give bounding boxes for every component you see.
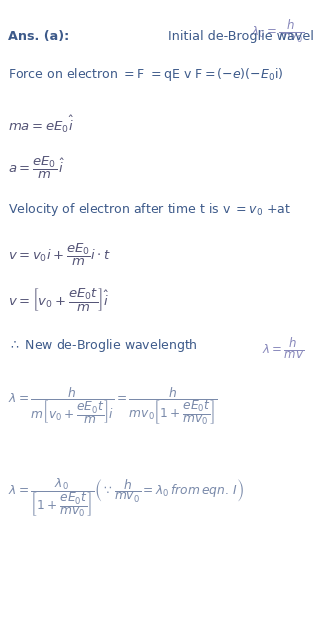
Text: $a = \dfrac{eE_0}{m}\,\hat{i}$: $a = \dfrac{eE_0}{m}\,\hat{i}$	[8, 155, 65, 181]
Text: $v = \left[v_0 + \dfrac{eE_0 t}{m}\right]\hat{i}$: $v = \left[v_0 + \dfrac{eE_0 t}{m}\right…	[8, 286, 109, 313]
Text: Velocity of electron after time t is v $= v_0$ +at: Velocity of electron after time t is v $…	[8, 201, 291, 218]
Text: Ans. (a):: Ans. (a):	[0, 632, 1, 633]
Text: $\lambda_0 = \dfrac{h}{mv_0}$: $\lambda_0 = \dfrac{h}{mv_0}$	[251, 18, 305, 44]
Text: Force on electron $=$F $=$qE v F$=(-e)(-E_0$i): Force on electron $=$F $=$qE v F$=(-e)(-…	[8, 66, 283, 84]
Text: $v = v_0 i + \dfrac{eE_0}{m}i\cdot t$: $v = v_0 i + \dfrac{eE_0}{m}i\cdot t$	[8, 242, 111, 268]
Text: Ans. (a):: Ans. (a):	[8, 30, 69, 44]
Text: $\lambda = \dfrac{\lambda_0}{\left[1 + \dfrac{eE_0 t}{mv_0}\right]}\left(\becaus: $\lambda = \dfrac{\lambda_0}{\left[1 + \…	[8, 476, 244, 519]
Text: Initial de-Broglie wavelength: Initial de-Broglie wavelength	[164, 30, 314, 44]
Text: $\lambda = \dfrac{h}{m\left[v_0 + \dfrac{eE_0 t}{m}\right]i} = \dfrac{h}{mv_0\le: $\lambda = \dfrac{h}{m\left[v_0 + \dfrac…	[8, 385, 218, 427]
Text: $\therefore$ New de-Broglie wavelength: $\therefore$ New de-Broglie wavelength	[8, 337, 198, 354]
Text: $ma = eE_0\hat{i}$: $ma = eE_0\hat{i}$	[8, 114, 74, 135]
Text: $\lambda = \dfrac{h}{mv}$: $\lambda = \dfrac{h}{mv}$	[262, 337, 305, 361]
